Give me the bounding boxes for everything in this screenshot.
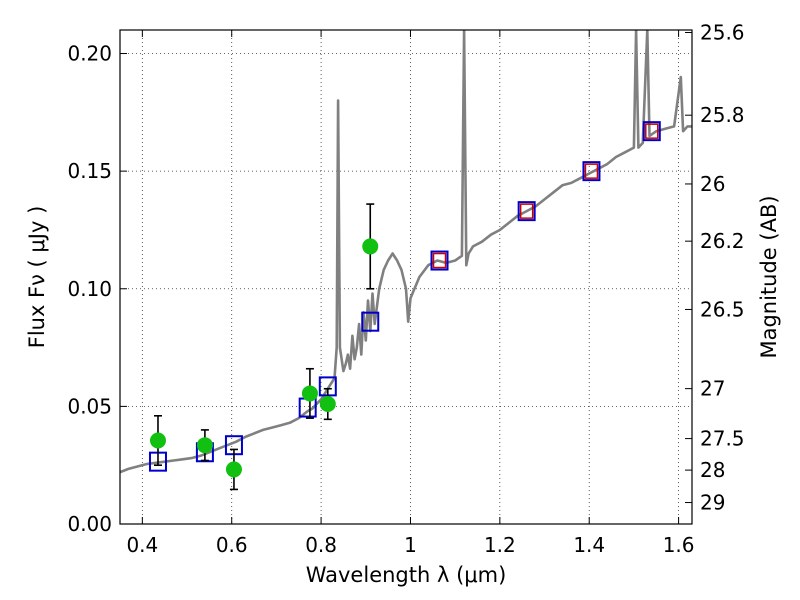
x-tick-label: 1.4 — [573, 533, 605, 557]
x-tick-label: 0.6 — [216, 533, 248, 557]
data-layer — [120, 30, 692, 491]
right-tick-label: 29 — [700, 491, 725, 515]
right-tick-label: 26.2 — [700, 229, 745, 253]
right-axis-label: Magnitude (AB) — [757, 195, 781, 358]
x-tick-label: 1.6 — [663, 533, 695, 557]
observed-flux-point — [301, 385, 318, 402]
model-flux-square — [430, 250, 449, 271]
observed-flux-point — [196, 437, 213, 454]
y-tick-label: 0.05 — [67, 394, 112, 418]
y-tick-label: 0.15 — [67, 159, 112, 183]
observed-flux-point — [225, 461, 242, 478]
x-tick-label: 0.4 — [126, 533, 158, 557]
observed-flux-point — [149, 432, 166, 449]
reference-mark — [432, 252, 447, 269]
plot-area — [120, 30, 692, 524]
right-tick-label: 26.5 — [700, 297, 745, 321]
reference-mark — [645, 123, 659, 139]
model-flux-square — [517, 201, 536, 222]
observed-flux-point — [319, 396, 336, 413]
right-tick-label: 27.5 — [700, 427, 745, 451]
model-spectrum-line — [120, 30, 692, 474]
x-tick-label: 1.2 — [484, 533, 516, 557]
x-axis-label: Wavelength λ (μm) — [306, 563, 507, 587]
ticks: 0.4 0.6 0.8 1 1.2 1.4 1.6 0.00 0.05 0.10 0.15 0.20 2… — [67, 20, 744, 557]
y-axis-label: Flux Fν ( μJy ) — [25, 206, 49, 349]
observed-flux-point — [362, 238, 379, 255]
y-tick-label: 0.20 — [67, 42, 112, 66]
y-tick-label: 0.00 — [67, 512, 112, 536]
right-tick-label: 26 — [700, 172, 725, 196]
reference-mark — [584, 163, 599, 179]
x-tick-label: 0.8 — [305, 533, 337, 557]
x-tick-label: 1 — [404, 533, 417, 557]
model-flux-square — [361, 311, 380, 332]
model-flux-square — [642, 121, 661, 142]
right-tick-label: 28 — [700, 458, 725, 482]
right-tick-label: 25.6 — [700, 20, 745, 44]
data-clip-group — [120, 30, 692, 491]
model-flux-square — [582, 161, 601, 182]
right-tick-label: 27 — [700, 377, 725, 401]
plot-frame — [119, 29, 693, 525]
reference-mark — [519, 203, 534, 219]
y-tick-label: 0.10 — [67, 277, 112, 301]
right-tick-label: 25.8 — [700, 103, 745, 127]
